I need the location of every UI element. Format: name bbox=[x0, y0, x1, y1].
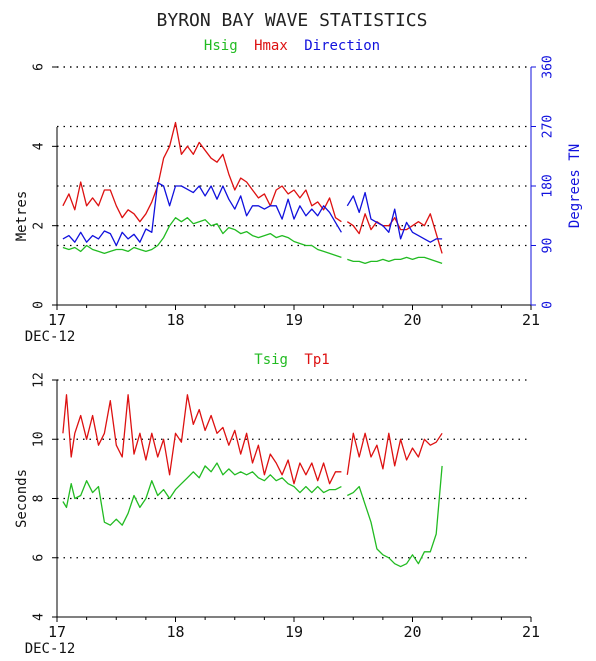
x-tick-label: 17 bbox=[48, 623, 66, 641]
y-tick-label: 4 bbox=[32, 613, 47, 621]
x-tick-label: 17 bbox=[48, 311, 66, 329]
x-tick-label: 19 bbox=[285, 623, 303, 641]
series-line-hsig bbox=[347, 256, 443, 265]
legend-direction: Direction bbox=[304, 38, 380, 54]
chart-title: BYRON BAY WAVE STATISTICS bbox=[157, 10, 428, 31]
y-axis-label: Seconds bbox=[14, 469, 30, 528]
x-sublabel: DEC-12 bbox=[25, 641, 76, 657]
y-tick-label: 6 bbox=[32, 63, 47, 71]
y2-tick-label: 180 bbox=[541, 174, 556, 197]
legend-tp1: Tp1 bbox=[304, 352, 329, 368]
series-line-tp1 bbox=[346, 432, 443, 475]
x-tick-label: 19 bbox=[285, 311, 303, 329]
series-line-direction bbox=[62, 182, 342, 247]
series-line-direction bbox=[346, 191, 443, 243]
y-axis-label: Metres bbox=[14, 191, 30, 242]
series-line-hmax bbox=[346, 213, 443, 254]
y-tick-label: 2 bbox=[32, 222, 47, 230]
y2-tick-label: 0 bbox=[541, 301, 556, 309]
series-line-tsig bbox=[62, 462, 342, 526]
y2-tick-label: 90 bbox=[541, 238, 556, 254]
y-tick-label: 8 bbox=[32, 495, 47, 503]
x-tick-label: 20 bbox=[403, 311, 421, 329]
x-tick-label: 21 bbox=[522, 311, 540, 329]
series-line-hmax bbox=[62, 121, 342, 223]
wave-period-panel: 17 18 19 20 21 DEC-12 4 6 8 10 12 Seconds bbox=[14, 372, 540, 657]
x-tick-label: 21 bbox=[522, 623, 540, 641]
y-tick-label: 0 bbox=[32, 301, 47, 309]
y-tick-label: 10 bbox=[32, 431, 47, 447]
wave-height-panel: 17 18 19 20 21 DEC-12 0 2 4 6 Metres 0 90 180 270 360 De… bbox=[14, 55, 583, 345]
legend-tsig: Tsig bbox=[254, 352, 288, 368]
series-line-hsig bbox=[62, 217, 342, 259]
y-tick-label: 4 bbox=[32, 142, 47, 150]
x-sublabel: DEC-12 bbox=[25, 329, 76, 345]
legend-hmax: Hmax bbox=[254, 38, 288, 54]
x-tick-label: 20 bbox=[403, 623, 421, 641]
y2-tick-label: 270 bbox=[541, 115, 556, 138]
y-tick-label: 6 bbox=[32, 554, 47, 562]
x-tick-label: 18 bbox=[166, 623, 184, 641]
series-line-tsig bbox=[347, 465, 443, 568]
top-legend: Hsig Hmax Direction bbox=[204, 38, 380, 54]
legend-hsig: Hsig bbox=[204, 38, 238, 54]
y2-axis-label: Degrees TN bbox=[567, 144, 583, 228]
x-tick-label: 18 bbox=[166, 311, 184, 329]
bottom-legend: Tsig Tp1 bbox=[254, 352, 329, 368]
y2-tick-label: 360 bbox=[541, 55, 556, 78]
series-line-tp1 bbox=[62, 394, 342, 485]
y-tick-label: 12 bbox=[32, 372, 47, 388]
